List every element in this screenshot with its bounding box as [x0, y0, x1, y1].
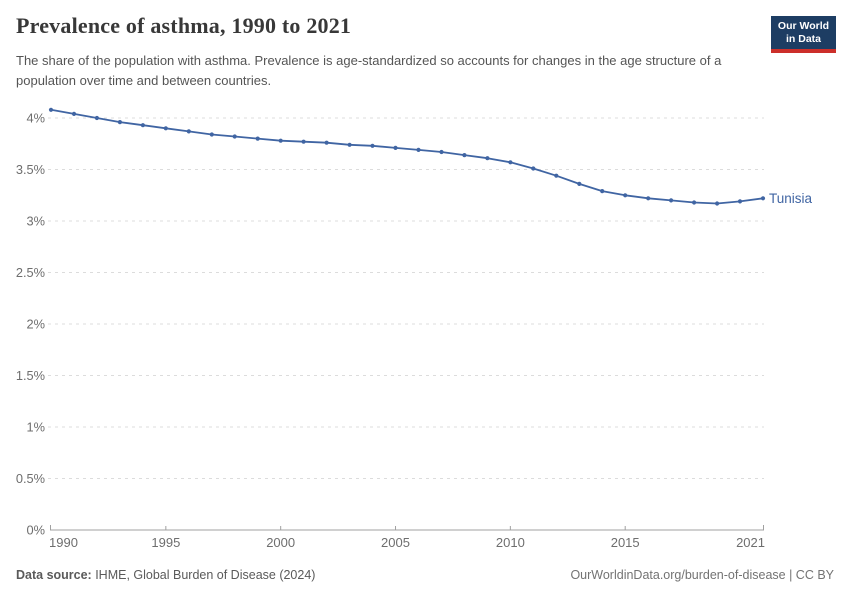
- y-axis-tick-label: 0%: [27, 523, 46, 538]
- y-axis-tick-label: 3.5%: [16, 162, 45, 177]
- data-point[interactable]: [669, 198, 674, 203]
- data-point[interactable]: [48, 107, 54, 112]
- data-point[interactable]: [462, 153, 467, 158]
- logo-red-bar: [771, 49, 836, 53]
- data-point[interactable]: [531, 166, 536, 171]
- data-point[interactable]: [94, 115, 99, 121]
- data-source: Data source: IHME, Global Burden of Dise…: [16, 568, 315, 582]
- data-point[interactable]: [600, 189, 605, 194]
- data-point[interactable]: [347, 142, 352, 147]
- owid-logo-line1: Our World: [777, 19, 830, 32]
- data-point[interactable]: [737, 199, 743, 204]
- y-axis-tick-label: 3%: [27, 214, 46, 229]
- y-axis-tick-label: 1%: [27, 420, 46, 435]
- data-point[interactable]: [255, 136, 260, 141]
- x-axis-tick-label: 2000: [266, 535, 295, 550]
- data-point[interactable]: [278, 138, 283, 143]
- data-point[interactable]: [393, 145, 398, 150]
- data-point[interactable]: [715, 201, 720, 206]
- x-axis-tick-label: 2021: [736, 535, 765, 550]
- data-point[interactable]: [186, 129, 191, 134]
- data-point[interactable]: [163, 126, 168, 131]
- data-point[interactable]: [760, 196, 766, 201]
- owid-logo[interactable]: Our World in Data: [771, 16, 836, 53]
- data-point[interactable]: [439, 149, 444, 155]
- x-axis-tick-label: 1995: [151, 535, 180, 550]
- y-axis-tick-label: 4%: [27, 111, 46, 126]
- y-axis-tick-label: 2.5%: [16, 265, 45, 280]
- chart-subtitle: The share of the population with asthma.…: [16, 53, 722, 88]
- data-point[interactable]: [301, 139, 306, 144]
- data-point[interactable]: [370, 143, 375, 148]
- data-point[interactable]: [71, 111, 77, 116]
- data-point[interactable]: [577, 181, 582, 186]
- data-point[interactable]: [416, 147, 421, 152]
- data-point[interactable]: [623, 193, 628, 198]
- data-point[interactable]: [324, 140, 329, 145]
- data-source-label: Data source:: [16, 568, 92, 582]
- data-source-text: IHME, Global Burden of Disease (2024): [91, 568, 316, 582]
- data-point[interactable]: [140, 123, 145, 128]
- page-title: Prevalence of asthma, 1990 to 2021: [16, 13, 352, 38]
- data-point[interactable]: [209, 132, 214, 137]
- y-axis-tick-label: 1.5%: [16, 368, 45, 383]
- x-axis-tick-label: 1990: [49, 535, 78, 550]
- data-point[interactable]: [117, 120, 122, 125]
- data-point[interactable]: [554, 173, 559, 178]
- y-axis-tick-label: 2%: [27, 317, 46, 332]
- x-axis-tick-label: 2005: [381, 535, 410, 550]
- credit-link[interactable]: OurWorldinData.org/burden-of-disease | C…: [570, 568, 834, 582]
- series-line-tunisia[interactable]: [50, 108, 764, 205]
- y-axis-tick-label: 0.5%: [16, 471, 45, 486]
- data-point[interactable]: [485, 156, 490, 161]
- data-point[interactable]: [692, 200, 697, 205]
- data-point[interactable]: [508, 160, 513, 165]
- data-point[interactable]: [646, 196, 651, 201]
- owid-logo-text: Our World in Data: [771, 16, 836, 49]
- data-point[interactable]: [232, 134, 237, 139]
- x-axis-tick-label: 2015: [611, 535, 640, 550]
- x-axis-tick-label: 2010: [496, 535, 525, 550]
- entity-label[interactable]: Tunisia: [769, 191, 813, 206]
- owid-logo-line2: in Data: [785, 32, 821, 45]
